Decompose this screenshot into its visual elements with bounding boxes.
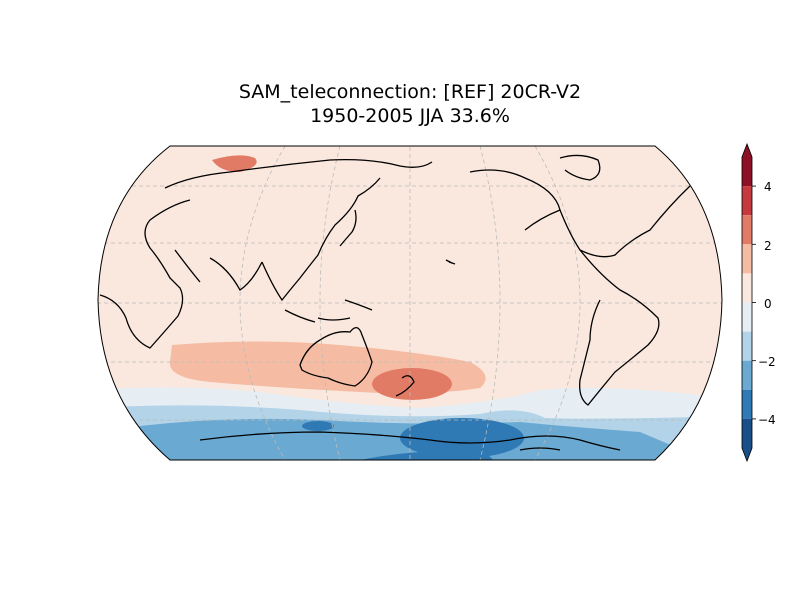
arctic-positive-patch xyxy=(212,155,257,172)
anomaly-field xyxy=(98,146,722,460)
colorbar-segment xyxy=(742,215,752,245)
colorbar-extend-max xyxy=(742,144,752,157)
chart-subtitle: 1950-2005 JJA 33.6% xyxy=(310,105,510,127)
colorbar-segment xyxy=(742,360,752,390)
colorbar xyxy=(741,142,756,463)
colorbar-tick-label: 0 xyxy=(764,297,772,311)
colorbar-segment xyxy=(742,302,752,332)
colorbar-segment xyxy=(742,186,752,216)
negative-patch xyxy=(302,421,334,431)
colorbar-segment xyxy=(742,157,752,187)
colorbar-segment xyxy=(742,389,752,419)
chart-title: SAM_teleconnection: [REF] 20CR-V2 xyxy=(238,81,582,103)
colorbar-tick-label: −4 xyxy=(758,413,776,427)
colorbar-segment xyxy=(742,273,752,303)
coastlines xyxy=(99,154,691,451)
colorbar-tick-label: −2 xyxy=(758,355,776,369)
map-boundary xyxy=(97,145,723,461)
colorbar-segment xyxy=(742,331,752,361)
gridlines xyxy=(98,146,722,460)
colorbar-segment xyxy=(742,418,752,448)
colorbar-tick-label: 2 xyxy=(764,239,772,253)
colorbar-tick-label: 4 xyxy=(764,180,772,194)
colorbar-outline xyxy=(741,142,753,463)
colorbar-segment xyxy=(742,244,752,274)
negative-core-3-4 xyxy=(400,418,524,458)
colorbar-extend-min xyxy=(742,448,752,461)
